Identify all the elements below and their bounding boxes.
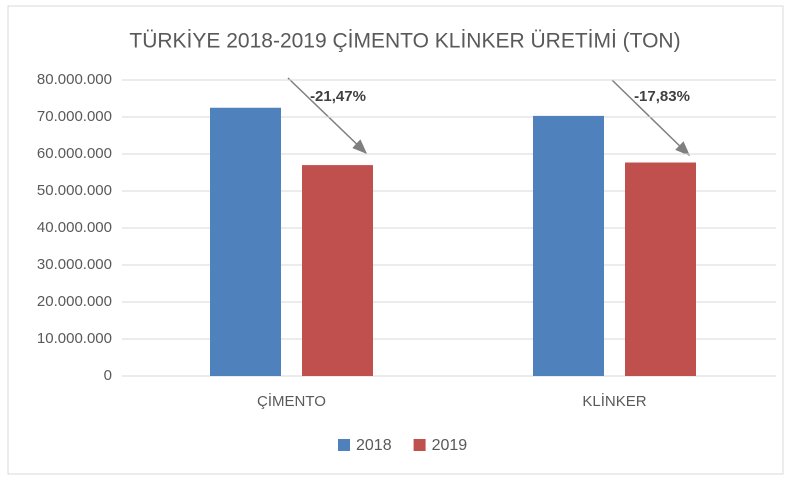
y-tick-label: 20.000.000: [37, 293, 112, 310]
legend-swatch: [413, 439, 426, 451]
bar: [210, 107, 281, 376]
y-tick-label: 50.000.000: [37, 182, 112, 199]
bar: [302, 165, 373, 376]
y-tick-label: 60.000.000: [37, 145, 112, 162]
x-tick-label: KLİNKER: [582, 392, 646, 410]
y-tick-label: 0: [104, 367, 112, 384]
y-tick-label: 30.000.000: [37, 256, 112, 273]
y-tick-label: 10.000.000: [37, 330, 112, 347]
arrow: [287, 77, 368, 155]
legend-label: 2019: [432, 437, 468, 454]
legend-label: 2018: [356, 437, 392, 454]
bar: [625, 162, 696, 376]
y-tick-label: 80.000.000: [37, 71, 112, 88]
y-tick-label: 70.000.000: [37, 108, 112, 125]
annotation: -17,83%: [634, 88, 690, 105]
annotation: -21,47%: [310, 88, 366, 105]
y-tick-label: 40.000.000: [37, 219, 112, 236]
legend-swatch: [338, 439, 350, 451]
chart-title: TÜRKİYE 2018-2019 ÇİMENTO KLİNKER ÜRETİM…: [129, 30, 680, 53]
bar: [533, 115, 604, 376]
x-tick-label: ÇİMENTO: [257, 392, 326, 410]
